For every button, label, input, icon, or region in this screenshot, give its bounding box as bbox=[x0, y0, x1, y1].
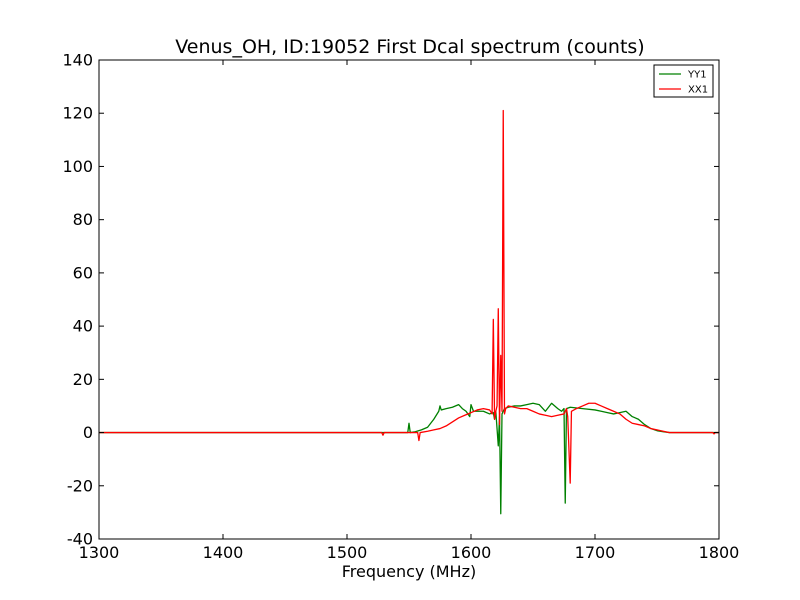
x-tick-label: 1500 bbox=[327, 543, 368, 562]
series-layer bbox=[99, 109, 719, 515]
series-line-xx1 bbox=[99, 109, 719, 484]
y-tick-label: 60 bbox=[73, 263, 93, 282]
y-tick-label: 100 bbox=[62, 157, 93, 176]
y-tick-label: -40 bbox=[67, 530, 93, 549]
chart-title: Venus_OH, ID:19052 First Dcal spectrum (… bbox=[175, 36, 644, 58]
y-tick-label: 120 bbox=[62, 104, 93, 123]
x-tick-label: 1400 bbox=[203, 543, 244, 562]
legend-label-yy1: YY1 bbox=[687, 70, 707, 81]
series-line-yy1 bbox=[99, 402, 719, 515]
legend-box bbox=[653, 64, 714, 98]
x-tick-label: 1300 bbox=[79, 543, 120, 562]
y-tick-label: 80 bbox=[73, 210, 93, 229]
x-tick-label: 1800 bbox=[699, 543, 740, 562]
y-tick-label: -20 bbox=[67, 476, 93, 495]
x-tick-label: 1600 bbox=[451, 543, 492, 562]
legend: YY1 XX1 bbox=[653, 64, 714, 98]
y-tick-label: 140 bbox=[62, 51, 93, 70]
x-axis-label: Frequency (MHz) bbox=[342, 562, 476, 581]
y-tick-label: 0 bbox=[83, 423, 93, 442]
x-tick-label: 1700 bbox=[575, 543, 616, 562]
tick-layer: 1300 1400 1500 1600 1700 1800 -40 -20 0 20 40 60 80 1… bbox=[62, 51, 739, 563]
y-tick-label: 40 bbox=[73, 317, 93, 336]
y-tick-label: 20 bbox=[73, 370, 93, 389]
legend-label-xx1: XX1 bbox=[688, 85, 708, 96]
plot-frame bbox=[98, 59, 720, 540]
